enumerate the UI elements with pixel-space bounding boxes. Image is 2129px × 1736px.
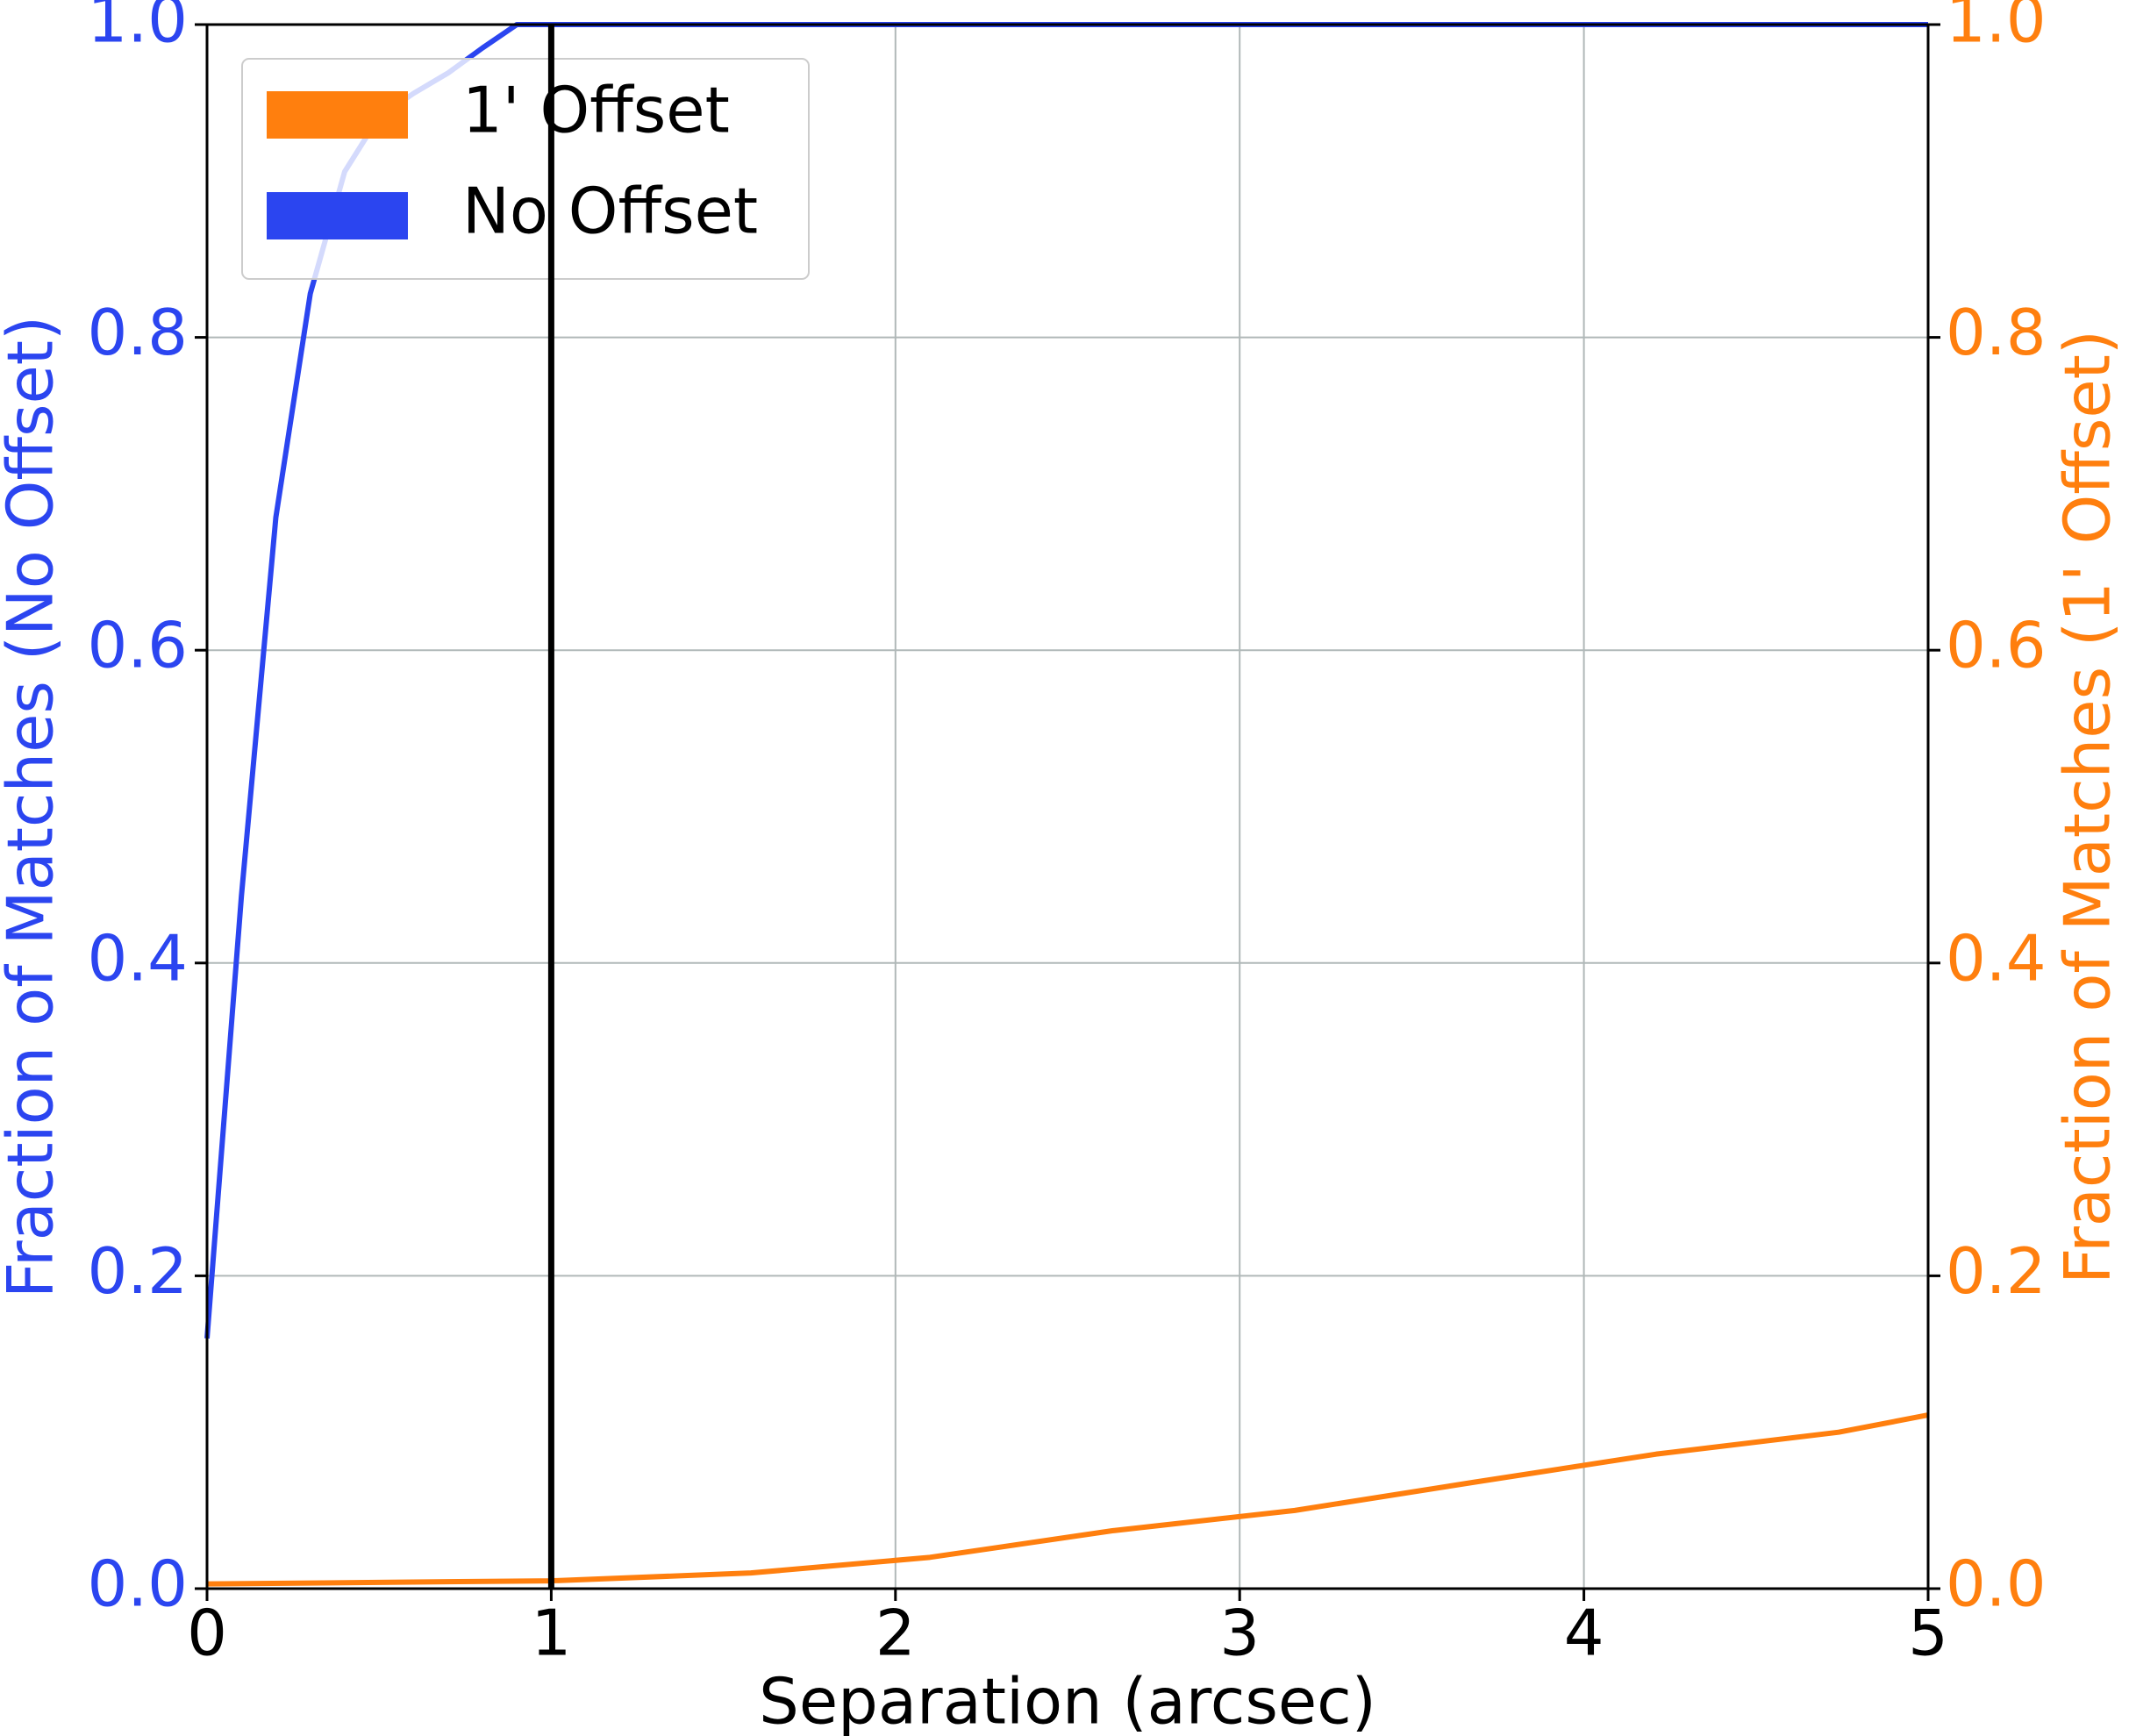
- x-tick-label: 0: [187, 1597, 227, 1670]
- x-tick-label: 1: [531, 1597, 571, 1670]
- y-tick-label: 0.8: [87, 296, 188, 369]
- series-line: [206, 1412, 1929, 1587]
- legend-swatch: [267, 192, 408, 239]
- x-axis-label: Separation (arcsec): [759, 1665, 1376, 1736]
- x-tick-label: 5: [1908, 1597, 1948, 1670]
- y-tick-label: 0.2: [87, 1234, 188, 1308]
- y2-tick-label: 1.0: [1946, 0, 2047, 57]
- y2-axis-label: Fraction of Matches (1' Offset): [2051, 330, 2125, 1284]
- y2-tick-label: 0.2: [1946, 1234, 2047, 1308]
- y-axis-label: Fraction of Matches (No Offset): [0, 316, 68, 1298]
- y2-tick-label: 0.6: [1946, 609, 2047, 682]
- plot-frame: [205, 23, 1930, 1590]
- x-tick-label: 2: [875, 1597, 916, 1670]
- legend-swatch: [267, 91, 408, 139]
- legend-label: No Offset: [462, 175, 758, 248]
- y-tick-label: 0.0: [87, 1547, 188, 1621]
- x-tick-label: 4: [1564, 1597, 1604, 1670]
- y2-tick-label: 0.8: [1946, 296, 2047, 369]
- legend-label: 1' Offset: [462, 74, 730, 147]
- y2-tick-label: 0.0: [1946, 1547, 2047, 1621]
- x-tick-label: 3: [1219, 1597, 1260, 1670]
- y-tick-label: 0.6: [87, 609, 188, 682]
- y2-tick-label: 0.4: [1946, 921, 2047, 995]
- y-tick-label: 0.4: [87, 921, 188, 995]
- y-tick-label: 1.0: [87, 0, 188, 57]
